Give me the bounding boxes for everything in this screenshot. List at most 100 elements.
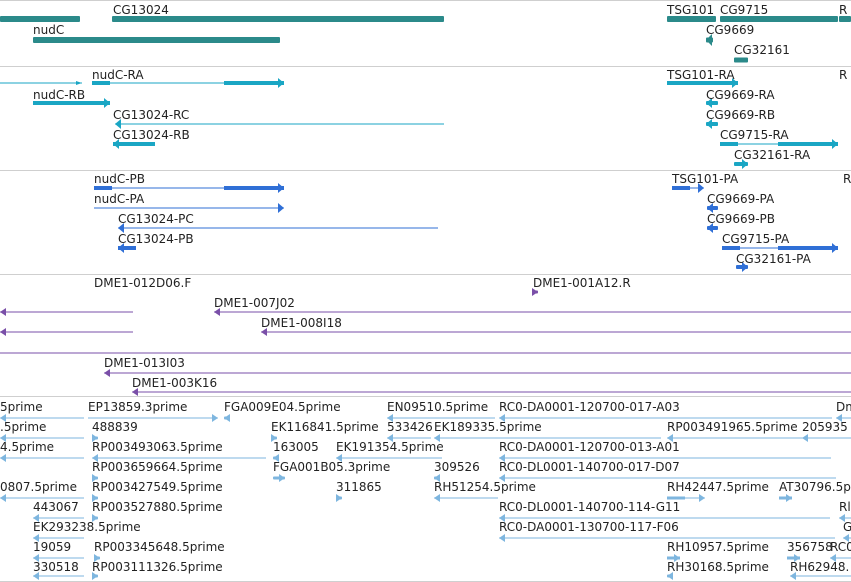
est-feature-glyph[interactable] — [830, 554, 851, 562]
est-feature-glyph[interactable] — [434, 474, 440, 482]
protein-feature-glyph[interactable] — [672, 183, 704, 193]
est-feature-label[interactable]: 163005 — [273, 440, 319, 454]
est-feature-glyph[interactable] — [802, 434, 851, 442]
clone-feature-label[interactable]: DME1-001A12.R — [533, 276, 631, 290]
transcript-feature-glyph[interactable] — [734, 159, 748, 169]
clone-feature-glyph[interactable] — [0, 328, 133, 336]
est-feature-label[interactable]: 0807.5prime — [0, 480, 77, 494]
est-feature-label[interactable]: 443067 — [33, 500, 79, 514]
protein-feature-label[interactable]: nudC-PB — [94, 172, 146, 186]
est-feature-glyph[interactable] — [92, 434, 98, 442]
est-feature-label[interactable]: EK293238.5prime — [33, 520, 141, 534]
est-feature-label[interactable]: RH42447.5prime — [667, 480, 769, 494]
est-feature-label[interactable]: EN09510.5prime — [387, 400, 489, 414]
est-feature-glyph[interactable] — [273, 454, 279, 462]
protein-feature-label[interactable]: R — [843, 172, 851, 186]
est-feature-label[interactable]: RP003659664.5prime — [92, 460, 223, 474]
est-feature-label[interactable]: RH51254.5prime — [434, 480, 536, 494]
est-feature-label[interactable]: 311865 — [336, 480, 382, 494]
est-feature-label[interactable]: RC0-DL0001-140700-017-D07 — [499, 460, 680, 474]
protein-feature-glyph[interactable] — [707, 203, 718, 213]
est-feature-label[interactable]: RC0-DL0001-140700-114-G11 — [499, 500, 681, 514]
protein-feature-glyph[interactable] — [94, 183, 284, 193]
est-feature-label[interactable]: FGA001B05.3prime — [273, 460, 391, 474]
est-feature-glyph[interactable] — [94, 554, 100, 562]
est-feature-label[interactable]: RP003345648.5prime — [94, 540, 225, 554]
est-feature-glyph[interactable] — [88, 414, 218, 422]
gene-feature-label[interactable]: nudC — [33, 23, 65, 37]
protein-feature-label[interactable]: CG13024-PB — [118, 232, 194, 246]
transcript-feature-glyph[interactable] — [706, 98, 718, 108]
est-feature-label[interactable]: G — [843, 520, 851, 534]
est-feature-glyph[interactable] — [434, 434, 661, 442]
est-feature-glyph[interactable] — [336, 454, 442, 462]
clone-feature-glyph[interactable] — [532, 288, 538, 296]
est-feature-label[interactable]: RH30168.5prime — [667, 560, 769, 574]
est-feature-label[interactable]: FGA009E04.5prime — [224, 400, 341, 414]
protein-feature-label[interactable]: TSG101-PA — [672, 172, 739, 186]
gene-feature-label[interactable]: CG32161 — [734, 43, 790, 57]
est-feature-glyph[interactable] — [667, 572, 673, 580]
est-feature-glyph[interactable] — [499, 474, 836, 482]
est-feature-label[interactable]: RC0-DA0001-130700-117-F06 — [499, 520, 679, 534]
est-feature-label[interactable]: EP13859.3prime — [88, 400, 188, 414]
protein-feature-glyph[interactable] — [722, 243, 838, 253]
protein-feature-label[interactable]: CG32161-PA — [736, 252, 811, 266]
est-feature-glyph[interactable] — [0, 434, 84, 442]
transcript-feature-glyph[interactable] — [92, 78, 284, 88]
transcript-feature-label[interactable]: CG13024-RB — [113, 128, 190, 142]
est-feature-label[interactable]: Rl — [839, 500, 851, 514]
transcript-feature-label[interactable]: nudC-RA — [92, 68, 144, 82]
est-feature-glyph[interactable] — [92, 454, 266, 462]
clone-feature-label[interactable]: DME1-007J02 — [214, 296, 295, 310]
est-feature-glyph[interactable] — [667, 434, 822, 442]
transcript-feature-glyph[interactable] — [720, 139, 838, 149]
protein-feature-label[interactable]: CG9669-PA — [707, 192, 775, 206]
transcript-feature-glyph[interactable] — [706, 119, 718, 129]
protein-feature-glyph[interactable] — [707, 223, 718, 233]
est-feature-label[interactable]: Dm — [836, 400, 851, 414]
est-feature-label[interactable]: RP003527880.5prime — [92, 500, 223, 514]
est-feature-glyph[interactable] — [499, 514, 830, 522]
gene-feature-glyph[interactable] — [839, 16, 851, 22]
gene-feature-glyph[interactable] — [734, 57, 748, 63]
est-feature-label[interactable]: RH10957.5prime — [667, 540, 769, 554]
est-feature-label[interactable]: AT30796.5prime — [779, 480, 851, 494]
est-feature-label[interactable]: 4.5prime — [0, 440, 55, 454]
gene-feature-label[interactable]: CG9669 — [706, 23, 755, 37]
est-feature-label[interactable]: 533426 — [387, 420, 433, 434]
est-feature-glyph[interactable] — [667, 554, 680, 562]
protein-feature-label[interactable]: CG9669-PB — [707, 212, 776, 226]
clone-feature-label[interactable]: DME1-013I03 — [104, 356, 185, 370]
gene-feature-glyph[interactable] — [667, 16, 716, 22]
est-feature-label[interactable]: RP003493063.5prime — [92, 440, 223, 454]
est-feature-glyph[interactable] — [387, 434, 431, 442]
est-feature-glyph[interactable] — [92, 572, 98, 580]
transcript-feature-label[interactable]: CG9669-RA — [706, 88, 775, 102]
est-feature-glyph[interactable] — [839, 514, 851, 522]
transcript-feature-glyph[interactable] — [33, 98, 110, 108]
protein-feature-label[interactable]: CG9715-PA — [722, 232, 790, 246]
transcript-feature-label[interactable]: nudC-RB — [33, 88, 86, 102]
transcript-feature-label[interactable]: CG9669-RB — [706, 108, 776, 122]
est-feature-glyph[interactable] — [273, 474, 285, 482]
est-feature-glyph[interactable] — [336, 494, 342, 502]
transcript-feature-label[interactable]: CG32161-RA — [734, 148, 811, 162]
est-feature-glyph[interactable] — [92, 494, 98, 502]
gene-feature-glyph[interactable] — [112, 16, 444, 22]
transcript-feature-glyph[interactable] — [115, 119, 444, 129]
protein-feature-label[interactable]: CG13024-PC — [118, 212, 194, 226]
transcript-feature-glyph[interactable] — [667, 78, 738, 88]
est-feature-glyph[interactable] — [33, 572, 84, 580]
est-feature-label[interactable]: 330518 — [33, 560, 79, 574]
gene-feature-glyph[interactable] — [0, 16, 80, 22]
est-feature-glyph[interactable] — [33, 554, 84, 562]
gene-feature-label[interactable]: CG9715 — [720, 3, 769, 17]
est-feature-label[interactable]: RH62948. — [790, 560, 850, 574]
transcript-feature-label[interactable]: R — [839, 68, 848, 82]
est-feature-glyph[interactable] — [787, 554, 800, 562]
gene-feature-glyph[interactable] — [33, 37, 280, 43]
est-feature-glyph[interactable] — [33, 514, 84, 522]
est-feature-label[interactable]: RC0-DA0001-120700-017-A03 — [499, 400, 680, 414]
gene-feature-label[interactable]: R — [839, 3, 848, 17]
